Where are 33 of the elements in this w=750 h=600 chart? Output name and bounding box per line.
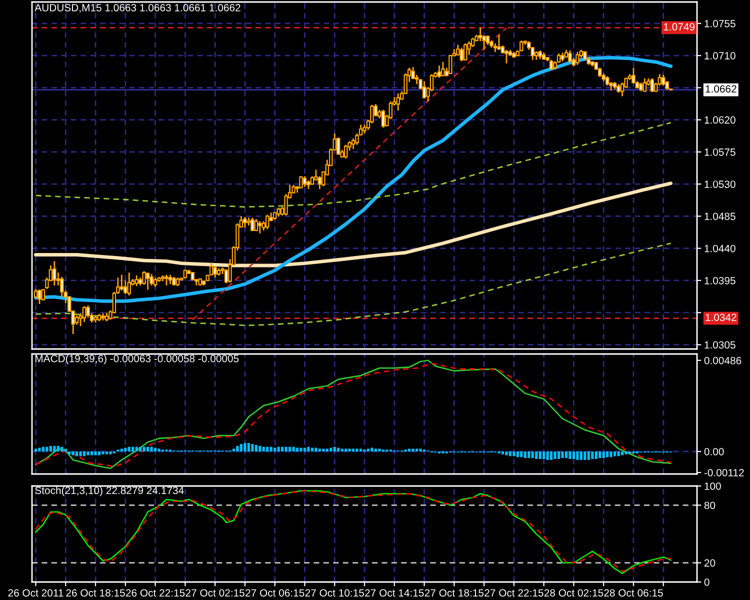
x-tick-label: 27 Oct 06:15: [246, 589, 304, 597]
y-tick-label: 1.0620: [704, 116, 736, 124]
y-tick-label: -0.00112: [704, 469, 744, 476]
x-tick-label: 26 Oct 22:15: [126, 589, 185, 597]
y-tick-label: 0: [704, 578, 710, 586]
ref-line-label: 1.0749: [664, 23, 695, 30]
y-tick-label: 1.0530: [704, 180, 736, 188]
chart-title: AUDUSD,M15 1.0663 1.0663 1.0661 1.0662: [34, 4, 240, 13]
x-tick-label: 27 Oct 02:15: [186, 589, 244, 597]
y-tick-label: 1.0440: [704, 244, 736, 252]
y-tick-label: 0.00: [704, 448, 724, 456]
x-tick-label: 28 Oct 02:15: [544, 589, 604, 597]
chart-title: MACD(19,39,6) -0.00063 -0.00058 -0.00005: [36, 354, 239, 364]
y-tick-label: 0.00486: [704, 356, 742, 364]
y-tick-label: 1.0710: [704, 52, 736, 60]
x-tick-label: 27 Oct 10:15: [305, 589, 364, 597]
y-tick-label: 1.0485: [704, 212, 736, 220]
y-tick-label: 80: [704, 502, 716, 510]
x-tick-label: 26 Oct 18:15: [66, 589, 125, 597]
x-tick-label: 28 Oct 06:15: [604, 589, 663, 597]
ref-line-label: 1.0662: [706, 85, 736, 93]
y-tick-label: 100: [704, 482, 721, 490]
y-tick-label: 1.0395: [704, 276, 736, 284]
x-tick-label: 27 Oct 22:15: [484, 589, 544, 597]
ref-line-label: 1.0342: [706, 314, 736, 322]
x-tick-label: 27 Oct 18:15: [424, 589, 484, 597]
y-tick-label: 1.0575: [704, 148, 736, 156]
y-tick-label: 20: [704, 559, 716, 567]
x-tick-label: 27 Oct 14:15: [365, 589, 424, 597]
chart-title: Stoch(21,3,10) 22.8279 24.1734: [35, 486, 184, 496]
x-tick-label: 26 Oct 2011: [8, 589, 64, 597]
y-tick-label: 1.0305: [704, 341, 736, 349]
y-tick-label: 1.0755: [704, 20, 736, 28]
